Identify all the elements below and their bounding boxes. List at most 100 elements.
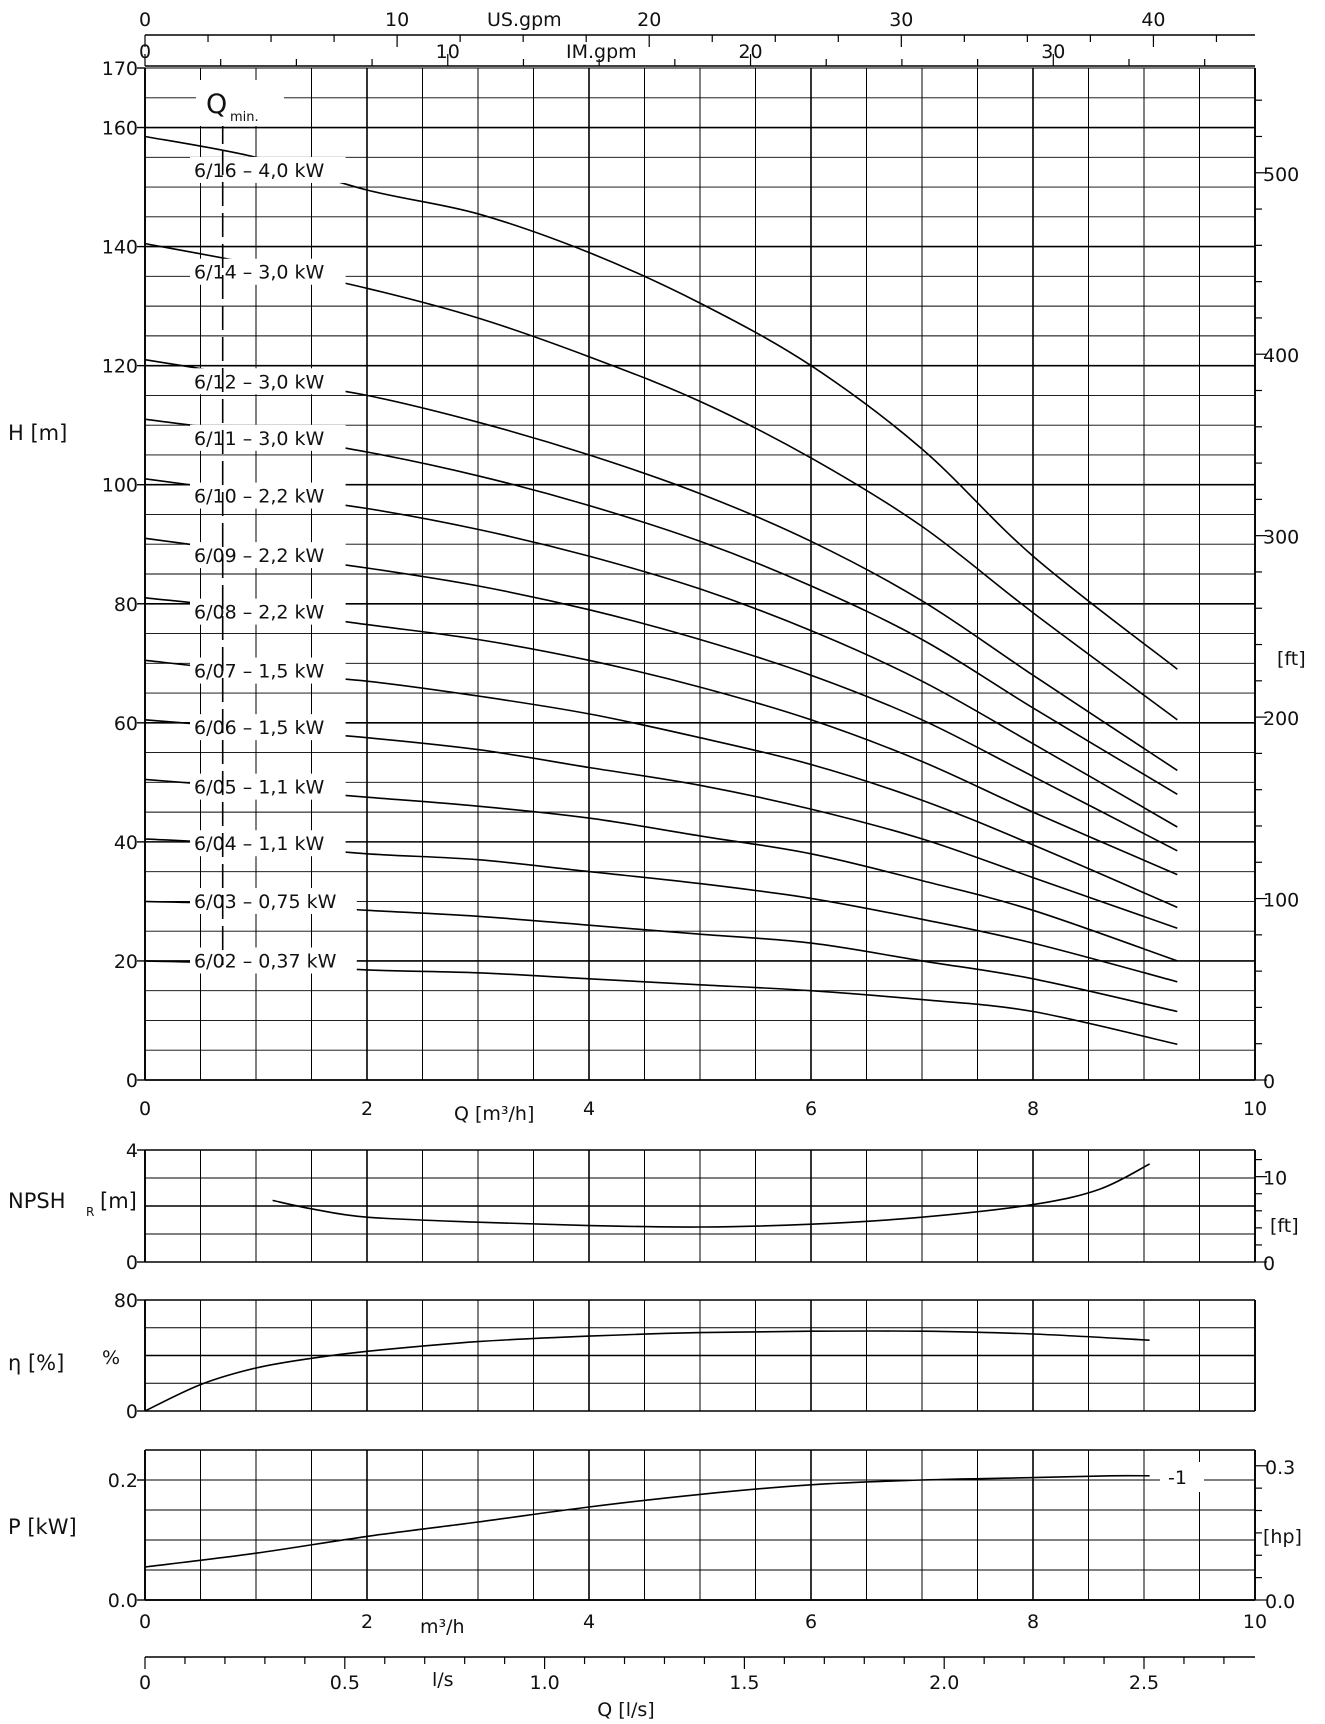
ls-unit-label: l/s [432,1669,454,1691]
ls-tick-5: 2.5 [1129,1672,1159,1694]
head-curve-label-bg-3 [190,424,346,451]
head-curve-label-1: 6/14 – 3,0 kW [194,262,325,284]
head-curve-label-12: 6/02 – 0,37 kW [194,950,337,972]
power-x-tick-0: 0 [139,1611,151,1633]
head-y-label: H [m] [8,421,67,445]
head-curve-label-2: 6/12 – 3,0 kW [194,371,325,393]
eff-inner-label: % [102,1347,120,1369]
us-gpm-label: US.gpm [487,9,562,31]
head-curve-label-3: 6/11 – 3,0 kW [194,428,325,450]
head-curve-label-4: 6/10 – 2,2 kW [194,486,325,508]
head-x-tick-6: 6 [805,1098,817,1120]
power-x-tick-4: 4 [583,1611,595,1633]
head-curve-label-bg-5 [190,542,346,569]
head-curve-label-bg-0 [190,156,346,183]
head-curve-label-bg-4 [190,482,346,509]
im-gpm-tick-20: 20 [738,41,762,63]
head-curve-label-bg-1 [190,258,346,285]
power-x-tick-2: 2 [361,1611,373,1633]
head-chart-panel: 6/16 – 4,0 kW 6/14 – 3,0 kW 6/12 – 3,0 kW 6… [8,9,1306,1125]
power-y-tick-0: 0.0 [108,1590,138,1612]
head-curve-label-8: 6/06 – 1,5 kW [194,717,325,739]
power-x-tick-8: 8 [1027,1611,1039,1633]
npsh-curve [272,1163,1150,1228]
top-flow-axes: 0 10 20 30 40 US.gpm 0 10 20 30 IM.gpm [139,9,1255,67]
head-y-tick-170: 170 [102,58,138,80]
npsh-ft-tick-10: 10 [1263,1168,1287,1190]
head-y-tick-20: 20 [114,951,138,973]
efficiency-chart-panel: 80 0 η [%]% [8,1290,1256,1423]
eff-y-tick-0: 0 [126,1401,138,1423]
head-y-tick-80: 80 [114,594,138,616]
head-x-tick-4: 4 [583,1098,595,1120]
head-ft-tick-0: 0 [1263,1071,1275,1093]
ls-tick-1: 0.5 [330,1672,360,1694]
head-curve-label-6: 6/08 – 2,2 kW [194,602,325,624]
head-x-tick-2: 2 [361,1098,373,1120]
im-gpm-tick-0: 0 [139,41,151,63]
eff-y-tick-80: 80 [114,1290,138,1312]
head-x-tick-0: 0 [139,1098,151,1120]
us-gpm-tick-40: 40 [1141,9,1165,31]
npsh-y-label-unit: [m] [100,1189,137,1213]
head-curve-label-10: 6/04 – 1,1 kW [194,833,325,855]
head-ft-tick-500: 500 [1263,164,1299,186]
npsh-y-tick-0: 0 [126,1252,138,1274]
head-ft-tick-200: 200 [1263,708,1299,730]
power-hp-tick-0: 0.0 [1265,1591,1295,1613]
npsh-chart-panel: 4 0 NPSH R [m] 0 10 [ft] [8,1140,1299,1275]
npsh-y-label: NPSH [8,1189,66,1213]
ls-tick-0: 0 [139,1672,151,1694]
head-ft-tick-300: 300 [1263,527,1299,549]
head-curve-label-0: 6/16 – 4,0 kW [194,160,325,182]
power-x-tick-10: 10 [1243,1611,1267,1633]
eff-y-label: η [%] [8,1351,64,1375]
head-y-tick-60: 60 [114,713,138,735]
power-hp-tick-1: 0.3 [1265,1457,1295,1479]
head-curve-label-5: 6/09 – 2,2 kW [194,545,325,567]
head-curve-label-7: 6/07 – 1,5 kW [194,661,325,683]
head-x-label: Q [m³/h] [454,1103,534,1125]
ls-tick-2: 1.0 [529,1672,559,1694]
us-gpm-tick-10: 10 [385,9,409,31]
ls-axis-title: Q [l/s] [597,1699,654,1721]
us-gpm-tick-30: 30 [889,9,913,31]
head-y-tick-160: 160 [102,118,138,140]
npsh-y-label-sub: R [86,1205,94,1219]
power-y-label: P [kW] [8,1515,77,1539]
qmin-sub-label: min. [230,110,259,125]
head-y-tick-120: 120 [102,356,138,378]
im-gpm-label: IM.gpm [566,41,637,63]
power-chart-panel: 0.2 0.0 P [kW] -1 0.0 0.3 [hp] 0 2 4 6 8 10 m³/h [8,1449,1302,1638]
power-y-tick-1: 0.2 [108,1470,138,1492]
head-y-tick-100: 100 [102,475,138,497]
im-gpm-tick-10: 10 [436,41,460,63]
efficiency-curve [144,1330,1150,1412]
npsh-ft-tick-0: 0 [1263,1253,1275,1275]
head-curves: 6/16 – 4,0 kW 6/14 – 3,0 kW 6/12 – 3,0 kW 6… [144,135,1178,1046]
head-curve-label-bg-11 [190,887,357,914]
head-grid [144,67,1256,1081]
head-curve-label-bg-12 [190,947,357,974]
power-curve [144,1474,1150,1568]
head-y-tick-0: 0 [126,1070,138,1092]
qmin-label: Q [206,89,227,120]
power-hp-label: [hp] [1263,1526,1302,1548]
npsh-ft-label: [ft] [1270,1215,1299,1237]
power-x-label: m³/h [420,1616,465,1638]
head-curve-label-bg-8 [190,714,346,741]
power-curve-label-bg [1160,1462,1204,1492]
head-curve-label-bg-2 [190,368,346,395]
head-curve-label-9: 6/05 – 1,1 kW [194,777,325,799]
head-x-tick-10: 10 [1243,1098,1267,1120]
head-ft-tick-400: 400 [1263,345,1299,367]
head-curve-label-11: 6/03 – 0,75 kW [194,891,337,913]
ls-tick-3: 1.5 [729,1672,759,1694]
head-x-tick-8: 8 [1027,1098,1039,1120]
head-ft-label: [ft] [1277,648,1306,670]
head-curve-label-bg-6 [190,598,346,625]
us-gpm-tick-0: 0 [139,9,151,31]
head-curve-1 [144,242,1178,721]
